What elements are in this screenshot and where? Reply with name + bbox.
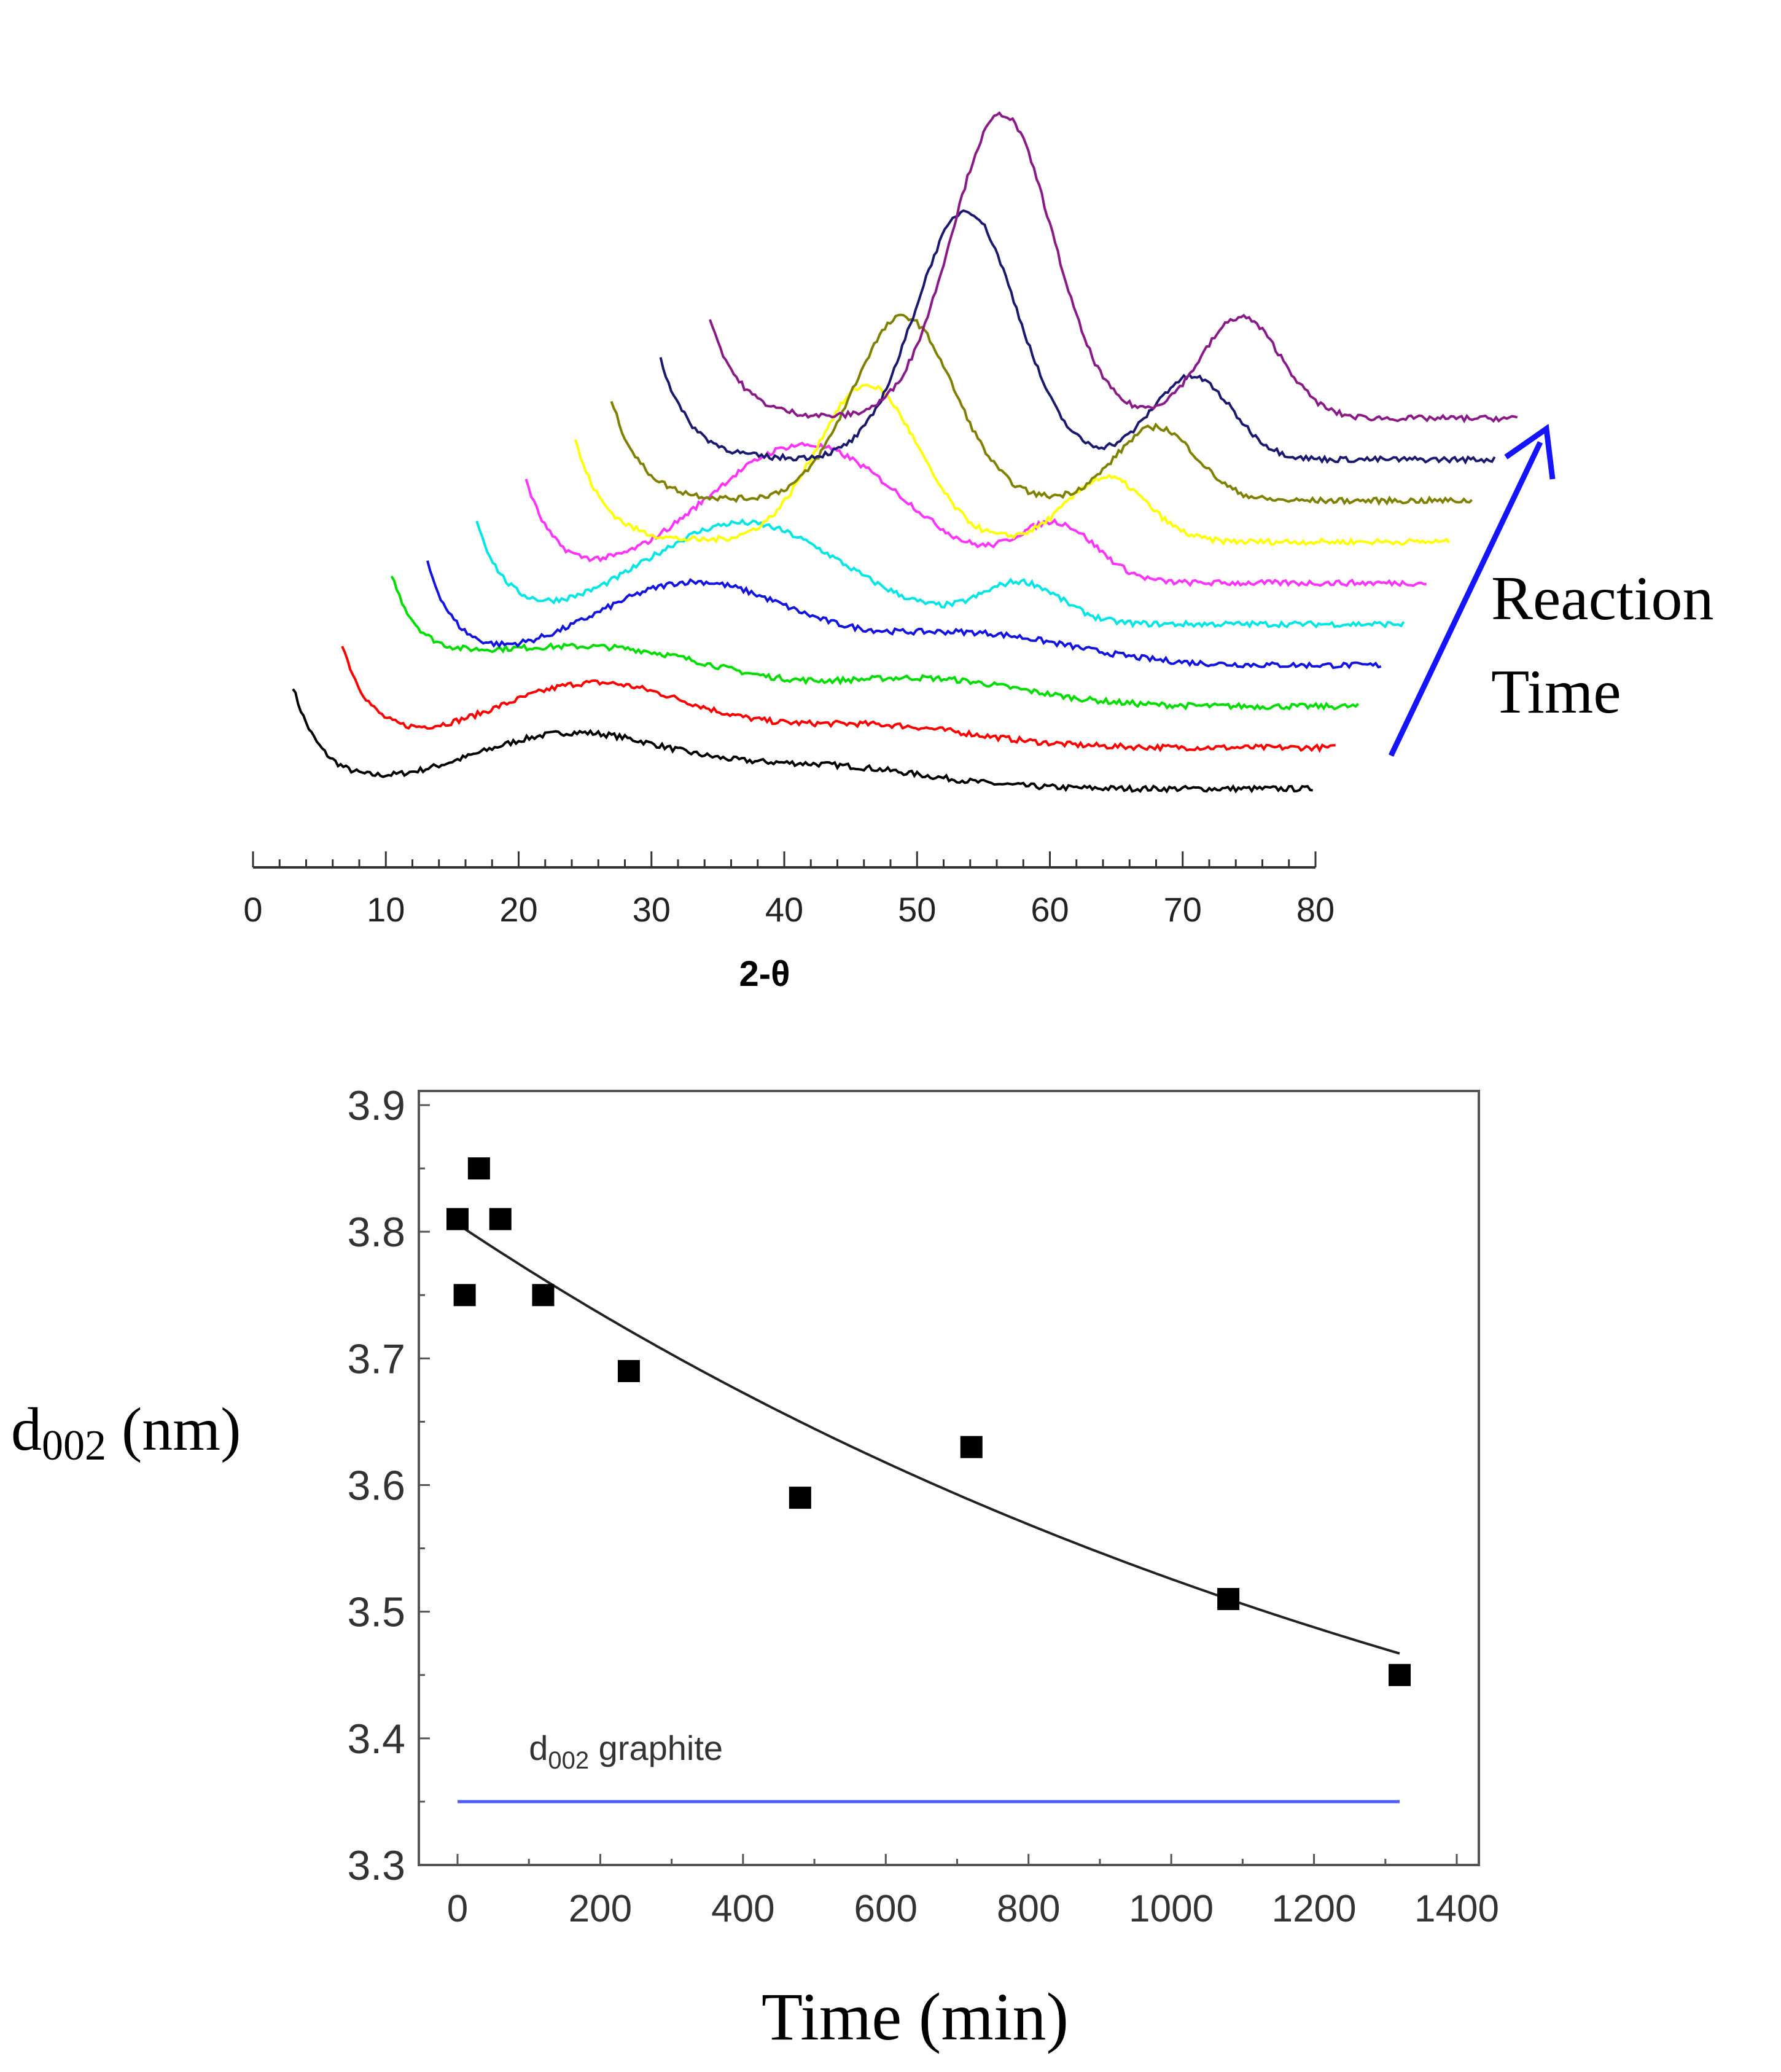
xrd-x-ticks: 0 10 20 30 40 50 60 70 80 bbox=[243, 851, 1335, 929]
xrd-tick-label: 10 bbox=[367, 890, 405, 929]
y-tick-label: 3.5 bbox=[347, 1589, 405, 1636]
annotation-reaction: Reaction bbox=[1491, 564, 1714, 633]
data-point bbox=[789, 1487, 811, 1509]
graphite-reference-label: d002 graphite bbox=[529, 1729, 723, 1774]
data-point bbox=[453, 1284, 476, 1307]
xrd-series-scan-2 bbox=[341, 646, 1336, 753]
x-tick-label: 1000 bbox=[1129, 1888, 1214, 1930]
y-tick-label: 3.3 bbox=[347, 1842, 405, 1889]
xrd-tick-label: 20 bbox=[499, 890, 537, 929]
data-point bbox=[467, 1157, 490, 1180]
xrd-tick-label: 50 bbox=[898, 890, 936, 929]
data-point bbox=[1389, 1663, 1411, 1686]
xrd-series-scan-4 bbox=[426, 560, 1382, 670]
xrd-series-scan-3 bbox=[390, 575, 1360, 711]
y-axis-ticks: 3.3 3.4 3.5 3.6 3.7 3.8 3.9 bbox=[347, 1082, 430, 1889]
ref-label-rest: graphite bbox=[589, 1729, 723, 1767]
x-tick-label: 1200 bbox=[1272, 1888, 1357, 1930]
y-tick-label: 3.4 bbox=[347, 1716, 405, 1762]
xrd-series-scan-5 bbox=[475, 518, 1405, 629]
xrd-series-scan-1 bbox=[292, 688, 1314, 794]
xrd-tick-label: 80 bbox=[1296, 890, 1335, 929]
x-tick-label: 600 bbox=[854, 1888, 918, 1930]
xrd-x-axis-label: 2-θ bbox=[739, 954, 790, 994]
xrd-series-scan-10 bbox=[709, 111, 1518, 424]
xrd-series-group bbox=[292, 111, 1518, 794]
data-point bbox=[1217, 1588, 1240, 1611]
x-tick-label: 800 bbox=[997, 1888, 1060, 1930]
reaction-time-arrow bbox=[1388, 424, 1556, 757]
y-tick-label: 3.6 bbox=[347, 1463, 405, 1509]
x-axis-label: Time (min) bbox=[762, 1979, 1069, 2054]
y-label-sub: 002 bbox=[42, 1422, 106, 1469]
ref-label-sub: 002 bbox=[548, 1747, 589, 1774]
xrd-series-scan-7 bbox=[574, 383, 1451, 547]
y-axis-label: d002 (nm) bbox=[11, 1395, 241, 1469]
x-tick-label: 400 bbox=[711, 1888, 774, 1930]
data-point bbox=[489, 1208, 512, 1230]
y-tick-label: 3.8 bbox=[347, 1209, 405, 1256]
y-label-main: d bbox=[11, 1395, 42, 1463]
y-tick-label: 3.7 bbox=[347, 1335, 405, 1382]
xrd-tick-label: 40 bbox=[765, 890, 803, 929]
arrow-head-icon bbox=[1504, 424, 1556, 480]
data-point bbox=[446, 1208, 469, 1230]
data-point bbox=[617, 1359, 640, 1382]
x-tick-label: 200 bbox=[569, 1888, 632, 1930]
y-tick-label: 3.9 bbox=[347, 1082, 405, 1129]
xrd-chart: 0 10 20 30 40 50 60 70 80 2-θ Reaction Time bbox=[243, 111, 1714, 994]
data-point bbox=[960, 1436, 983, 1458]
xrd-series-scan-8 bbox=[610, 313, 1473, 506]
xrd-series-scan-9 bbox=[659, 209, 1496, 465]
scatter-chart: 3.3 3.4 3.5 3.6 3.7 3.8 3.9 0 200 400 600 800 1000 1… bbox=[11, 1082, 1499, 2054]
xrd-tick-label: 0 bbox=[243, 890, 262, 929]
xrd-tick-label: 70 bbox=[1164, 890, 1202, 929]
data-points bbox=[446, 1157, 1411, 1686]
xrd-tick-label: 30 bbox=[633, 890, 671, 929]
annotation-time: Time bbox=[1491, 657, 1621, 727]
data-point bbox=[532, 1284, 555, 1307]
plot-frame bbox=[418, 1090, 1480, 1866]
ref-label-d: d bbox=[529, 1729, 548, 1767]
x-tick-label: 1400 bbox=[1414, 1888, 1499, 1930]
y-label-unit: (nm) bbox=[106, 1395, 241, 1463]
x-axis-ticks: 0 200 400 600 800 1000 1200 1400 bbox=[447, 1854, 1499, 1930]
fit-curve bbox=[456, 1223, 1400, 1655]
x-tick-label: 0 bbox=[447, 1888, 468, 1930]
xrd-series-scan-6 bbox=[524, 441, 1427, 587]
xrd-tick-label: 60 bbox=[1031, 890, 1069, 929]
